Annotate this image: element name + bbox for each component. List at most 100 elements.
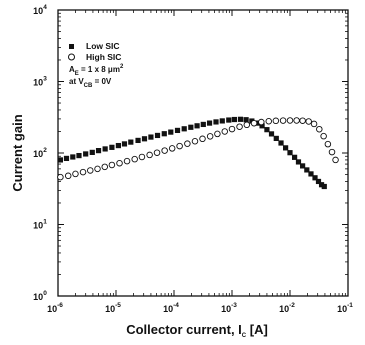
legend: Low SIC High SIC bbox=[68, 41, 121, 62]
data-point-low-sic bbox=[283, 145, 289, 151]
data-point-high-sic bbox=[153, 149, 161, 156]
annotation-line: at VCB = 0V bbox=[69, 77, 112, 89]
x-tick-label: 10-2 bbox=[279, 302, 295, 314]
data-point-high-sic bbox=[328, 148, 336, 156]
data-point-low-sic bbox=[188, 124, 194, 130]
data-point-high-sic bbox=[94, 165, 101, 173]
data-point-low-sic bbox=[264, 127, 270, 133]
data-point-low-sic bbox=[312, 175, 318, 181]
data-point-low-sic bbox=[109, 144, 115, 150]
y-tick-label: 103 bbox=[33, 76, 47, 88]
y-tick-label: 101 bbox=[33, 219, 47, 231]
data-point-low-sic bbox=[273, 135, 279, 142]
data-point-high-sic bbox=[228, 125, 236, 133]
data-point-low-sic bbox=[148, 134, 154, 140]
data-point-high-sic bbox=[293, 117, 300, 124]
data-point-high-sic bbox=[310, 120, 318, 128]
data-point-high-sic bbox=[258, 118, 265, 126]
data-point-low-sic bbox=[154, 132, 161, 139]
data-point-low-sic bbox=[295, 159, 302, 165]
data-point-low-sic bbox=[200, 121, 206, 128]
data-point-high-sic bbox=[116, 159, 123, 167]
y-tick-label: 100 bbox=[33, 290, 47, 302]
data-point-low-sic bbox=[95, 148, 102, 154]
data-point-low-sic bbox=[287, 150, 293, 156]
data-point-high-sic bbox=[214, 130, 221, 138]
x-tick-label: 10-3 bbox=[221, 302, 237, 314]
data-point-high-sic bbox=[57, 173, 64, 181]
y-axis-title: Current gain bbox=[10, 114, 25, 191]
data-point-low-sic bbox=[135, 137, 141, 144]
data-point-low-sic bbox=[226, 117, 232, 123]
data-point-high-sic bbox=[168, 145, 176, 152]
legend-marker-low-sic bbox=[69, 44, 74, 49]
data-point-low-sic bbox=[115, 142, 122, 149]
data-point-low-sic bbox=[291, 154, 298, 160]
data-point-high-sic bbox=[320, 132, 327, 140]
data-point-low-sic bbox=[308, 171, 314, 177]
data-point-high-sic bbox=[279, 117, 287, 124]
data-point-low-sic bbox=[83, 151, 89, 157]
x-tick-label: 10-1 bbox=[337, 302, 353, 314]
data-point-high-sic bbox=[206, 133, 214, 140]
data-point-high-sic bbox=[123, 157, 131, 165]
data-point-high-sic bbox=[79, 168, 87, 176]
data-point-high-sic bbox=[101, 163, 109, 171]
data-point-high-sic bbox=[146, 151, 153, 159]
data-point-high-sic bbox=[138, 153, 146, 161]
data-point-low-sic bbox=[318, 182, 325, 188]
data-point-high-sic bbox=[184, 140, 191, 147]
data-point-low-sic bbox=[300, 163, 306, 169]
data-point-low-sic bbox=[315, 178, 322, 185]
x-tick-label: 10-4 bbox=[163, 302, 179, 314]
data-point-low-sic bbox=[161, 131, 167, 137]
annotation-line: AE = 1 x 8 μm2 bbox=[69, 64, 124, 77]
data-point-low-sic bbox=[268, 131, 275, 137]
legend-marker-high-sic bbox=[68, 53, 75, 61]
data-point-high-sic bbox=[108, 161, 116, 169]
data-point-low-sic bbox=[89, 149, 95, 155]
x-tick-label: 10-6 bbox=[47, 302, 63, 314]
data-point-high-sic bbox=[250, 119, 258, 127]
data-point-high-sic bbox=[221, 128, 229, 135]
data-point-low-sic bbox=[259, 123, 265, 129]
y-tick-label: 104 bbox=[33, 4, 47, 16]
data-point-low-sic bbox=[102, 146, 108, 152]
data-point-high-sic bbox=[316, 125, 323, 133]
data-point-low-sic bbox=[213, 119, 219, 125]
data-point-low-sic bbox=[76, 152, 82, 159]
data-point-low-sic bbox=[121, 141, 128, 147]
data-point-high-sic bbox=[176, 142, 183, 150]
data-point-low-sic bbox=[237, 116, 244, 122]
data-point-low-sic bbox=[278, 140, 284, 146]
data-point-low-sic bbox=[219, 118, 225, 124]
data-point-low-sic bbox=[231, 116, 238, 123]
data-point-low-sic bbox=[181, 126, 187, 132]
data-point-high-sic bbox=[199, 135, 206, 143]
data-point-high-sic bbox=[236, 123, 243, 130]
y-tick-label: 102 bbox=[33, 147, 47, 159]
data-point-low-sic bbox=[128, 139, 134, 145]
data-point-low-sic bbox=[243, 117, 249, 123]
data-point-low-sic bbox=[63, 155, 70, 162]
data-point-high-sic bbox=[265, 118, 272, 125]
series-low-sic bbox=[57, 116, 327, 190]
data-point-high-sic bbox=[332, 156, 339, 164]
data-point-high-sic bbox=[305, 118, 312, 125]
data-point-high-sic bbox=[161, 147, 168, 154]
data-point-high-sic bbox=[324, 140, 332, 148]
x-tick-label: 10-5 bbox=[105, 302, 121, 314]
data-point-high-sic bbox=[191, 137, 199, 145]
data-point-low-sic bbox=[168, 129, 174, 135]
data-point-low-sic bbox=[57, 157, 64, 163]
data-point-low-sic bbox=[321, 183, 327, 190]
data-point-low-sic bbox=[206, 120, 213, 126]
series-high-sic bbox=[57, 117, 339, 181]
data-point-high-sic bbox=[272, 117, 280, 125]
data-point-high-sic bbox=[64, 172, 72, 180]
legend-label-low-sic: Low SIC bbox=[86, 41, 120, 51]
data-point-high-sic bbox=[299, 117, 306, 124]
data-point-low-sic bbox=[141, 136, 148, 142]
data-point-low-sic bbox=[70, 154, 76, 160]
